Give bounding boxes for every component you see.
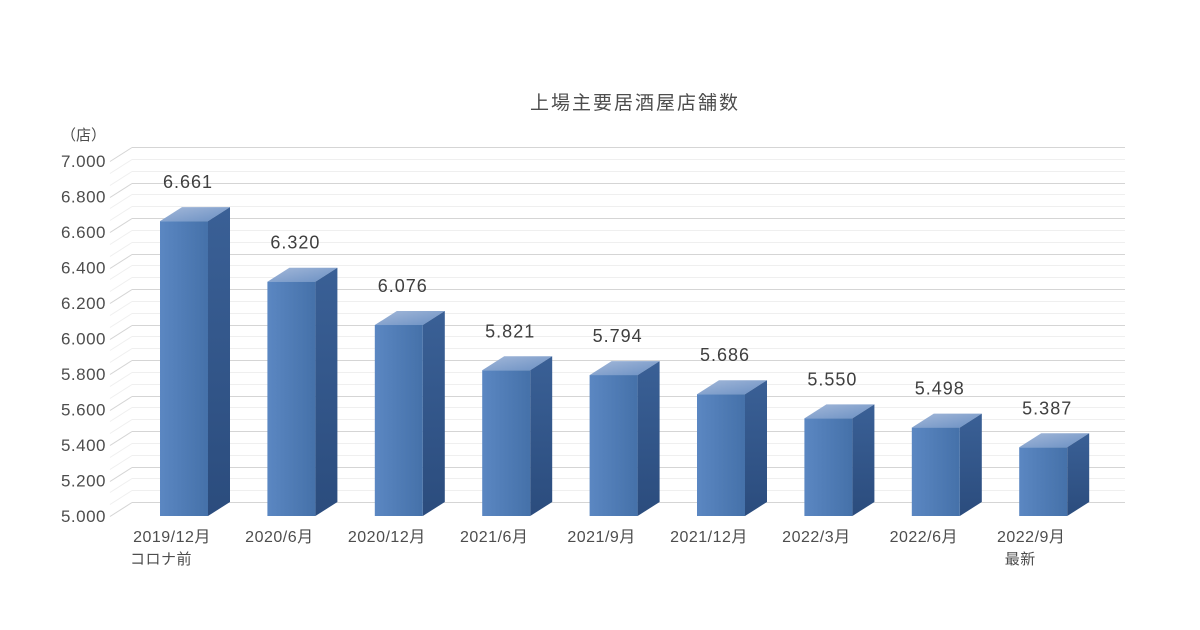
bar-top-face: [911, 413, 982, 428]
depth-connector-major: [109, 431, 133, 446]
depth-connector-major: [109, 360, 133, 375]
x-axis-label: 2021/6月: [460, 529, 528, 546]
value-label: 6.661: [163, 172, 213, 192]
chart-title: 上場主要居酒屋店舗数: [529, 93, 740, 114]
x-axis-sublabel: 最新: [1005, 551, 1036, 568]
depth-connector-minor: [109, 478, 133, 493]
value-label: 5.498: [915, 379, 965, 399]
y-axis-tick-label: 7.000: [61, 152, 106, 171]
value-label: 5.387: [1022, 398, 1072, 418]
y-axis-tick-label: 5.000: [61, 507, 106, 526]
bar-side-face: [530, 356, 553, 516]
depth-connector-major: [109, 218, 133, 233]
bar-top-face: [1019, 433, 1090, 448]
y-axis-unit-label: （店）: [60, 127, 106, 144]
value-label: 5.794: [593, 326, 643, 346]
bar-top-face: [482, 356, 553, 371]
depth-connector-minor: [109, 159, 133, 174]
y-axis-tick-label: 5.400: [61, 436, 106, 455]
bar-side-face: [745, 380, 767, 516]
bar-front-face: [374, 325, 423, 516]
depth-connector-minor: [109, 171, 133, 186]
depth-connector-minor: [109, 336, 133, 351]
value-label: 5.821: [485, 321, 535, 341]
bar-front-face: [911, 427, 960, 516]
x-axis-label: 2022/3月: [782, 529, 850, 546]
depth-connector-minor: [109, 313, 133, 328]
depth-connector-major: [109, 396, 133, 411]
y-axis-tick-label: 5.200: [61, 472, 106, 491]
depth-connector-major: [109, 183, 133, 198]
y-axis-tick-label: 5.800: [61, 365, 106, 384]
bar-side-face: [637, 361, 660, 516]
y-axis-tick-label: 5.600: [61, 401, 106, 420]
depth-connector-minor: [109, 242, 133, 257]
depth-connector-minor: [109, 301, 133, 316]
bar-top-face: [589, 361, 660, 376]
depth-connector-major: [109, 147, 133, 162]
value-label: 6.320: [270, 233, 320, 253]
depth-connector-minor: [109, 372, 133, 387]
bar-top-face: [160, 207, 230, 222]
depth-connector-minor: [109, 230, 133, 245]
depth-connector-minor: [109, 265, 133, 280]
value-label: 5.550: [807, 369, 857, 389]
x-axis-sublabel: コロナ前: [130, 551, 192, 568]
depth-connector-minor: [109, 277, 133, 292]
y-axis-tick-label: 6.200: [61, 294, 106, 313]
x-axis-label: 2020/6月: [245, 529, 313, 546]
x-axis-label: 2022/6月: [890, 529, 958, 546]
bar-side-face: [852, 404, 875, 516]
bar-top-face: [267, 267, 338, 282]
depth-connector-major: [109, 467, 133, 482]
depth-connector-minor: [109, 455, 133, 470]
bar-top-face: [804, 404, 875, 419]
bar-top-face: [697, 380, 767, 395]
bar-side-face: [315, 267, 338, 516]
value-label: 5.686: [700, 345, 750, 365]
y-axis-tick-label: 6.600: [61, 223, 106, 242]
bar-front-face: [1019, 447, 1068, 516]
x-axis-label: 2021/9月: [567, 529, 635, 546]
bar-front-face: [697, 394, 745, 516]
bar-front-face: [482, 370, 531, 516]
x-axis-label: 2020/12月: [348, 529, 426, 546]
depth-connector-minor: [109, 384, 133, 399]
x-axis-label: 2021/12月: [670, 529, 748, 546]
bar-side-face: [422, 311, 445, 516]
depth-connector-major: [109, 325, 133, 340]
depth-connector-major: [109, 289, 133, 304]
depth-connector-major: [109, 502, 133, 517]
value-label: 6.076: [378, 276, 428, 296]
depth-connector-minor: [109, 407, 133, 422]
bar-front-face: [267, 281, 316, 516]
x-axis-label: 2019/12月: [133, 529, 211, 546]
depth-connector-minor: [109, 443, 133, 458]
y-axis-tick-label: 6.000: [61, 330, 106, 349]
bar-front-face: [804, 418, 853, 516]
bar-top-face: [374, 311, 445, 326]
depth-connector-minor: [109, 490, 133, 505]
bar-front-face: [589, 375, 638, 516]
y-axis-tick-label: 6.800: [61, 188, 106, 207]
depth-connector-minor: [109, 194, 133, 209]
depth-connector-major: [109, 254, 133, 269]
bar-front-face: [160, 221, 208, 517]
depth-connector-minor: [109, 206, 133, 221]
bar-side-face: [1067, 433, 1090, 516]
bar-side-face: [959, 413, 982, 516]
y-axis-tick-label: 6.400: [61, 259, 106, 278]
depth-connector-minor: [109, 348, 133, 363]
x-axis-label: 2022/9月: [997, 529, 1065, 546]
bar-side-face: [208, 207, 230, 517]
depth-connector-minor: [109, 419, 133, 434]
